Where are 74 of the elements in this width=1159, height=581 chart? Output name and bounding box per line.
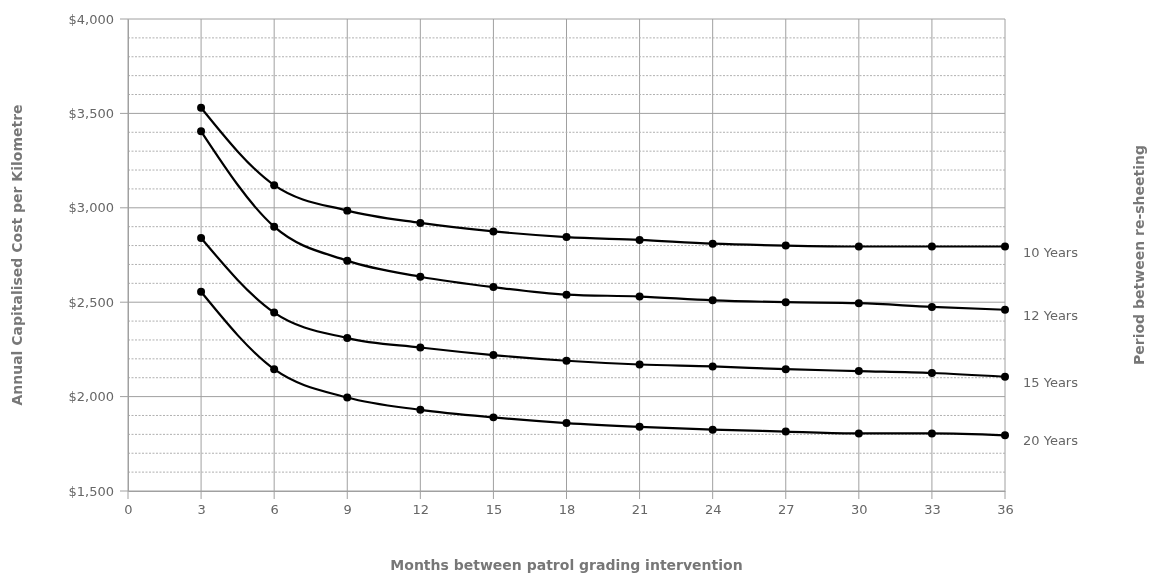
x-tick-label: 6 xyxy=(270,502,279,518)
x-tick-label: 21 xyxy=(631,502,649,518)
x-tick-label: 9 xyxy=(343,502,352,518)
point xyxy=(562,356,571,365)
point xyxy=(197,103,206,112)
point xyxy=(562,290,571,299)
point xyxy=(270,365,279,374)
text: Period between re-sheeting xyxy=(1131,145,1147,365)
point xyxy=(416,272,425,281)
point xyxy=(197,234,206,242)
series-label: 10 Years xyxy=(1023,244,1079,260)
point xyxy=(343,256,352,265)
point xyxy=(854,299,863,308)
x-axis-title: Months between patrol grading intervention xyxy=(390,557,743,573)
point xyxy=(708,296,717,305)
x-tick-label: 33 xyxy=(924,502,941,518)
point xyxy=(197,127,206,136)
point xyxy=(1001,431,1009,440)
y-tick-label: $4,000 xyxy=(68,11,114,27)
point xyxy=(781,365,790,374)
series-label: 12 Years xyxy=(1023,307,1079,323)
point xyxy=(708,239,717,248)
point xyxy=(270,222,279,231)
point xyxy=(416,405,425,414)
point xyxy=(489,283,498,292)
x-tick-label: 24 xyxy=(704,502,722,518)
point xyxy=(1001,305,1009,314)
point xyxy=(489,227,498,236)
point xyxy=(927,242,936,251)
x-tick-label: 30 xyxy=(851,502,868,518)
point xyxy=(270,181,279,190)
point xyxy=(635,360,644,369)
point xyxy=(927,302,936,311)
x-tick-label: 12 xyxy=(412,502,430,518)
point xyxy=(1001,242,1009,251)
point xyxy=(562,233,571,242)
x-tick-label: 3 xyxy=(197,502,206,518)
point xyxy=(708,362,717,371)
y-tick-label: $1,500 xyxy=(68,483,114,499)
point xyxy=(1001,372,1009,381)
x-tick-label: 15 xyxy=(485,502,503,518)
y-tick-label: $3,500 xyxy=(68,106,114,122)
point xyxy=(270,308,279,317)
point xyxy=(489,413,498,422)
series-label: 20 Years xyxy=(1023,433,1079,449)
x-tick-label: 27 xyxy=(777,502,795,518)
point xyxy=(416,343,425,352)
point xyxy=(854,367,863,376)
point xyxy=(781,427,790,436)
y-tick-label: $2,500 xyxy=(68,294,114,310)
x-tick-label: 0 xyxy=(124,502,133,518)
x-tick-label: 18 xyxy=(558,502,576,518)
point xyxy=(343,334,352,343)
point xyxy=(635,422,644,431)
point xyxy=(708,425,717,434)
y-tick-label: $3,000 xyxy=(68,200,114,216)
point xyxy=(562,419,571,428)
point xyxy=(489,351,498,360)
point xyxy=(343,393,352,402)
point xyxy=(635,235,644,244)
point xyxy=(781,241,790,250)
point xyxy=(197,287,206,296)
point xyxy=(854,429,863,438)
point xyxy=(781,298,790,307)
point xyxy=(635,292,644,301)
point xyxy=(343,206,352,215)
point xyxy=(927,369,936,377)
point xyxy=(927,429,936,438)
point xyxy=(416,218,425,227)
point xyxy=(854,242,863,251)
series-label: 15 Years xyxy=(1023,374,1079,390)
x-tick-label: 36 xyxy=(997,502,1014,518)
y-tick-label: $2,000 xyxy=(68,389,114,405)
y-axis-title: Annual Capitalised Cost per Kilometre xyxy=(9,104,25,406)
